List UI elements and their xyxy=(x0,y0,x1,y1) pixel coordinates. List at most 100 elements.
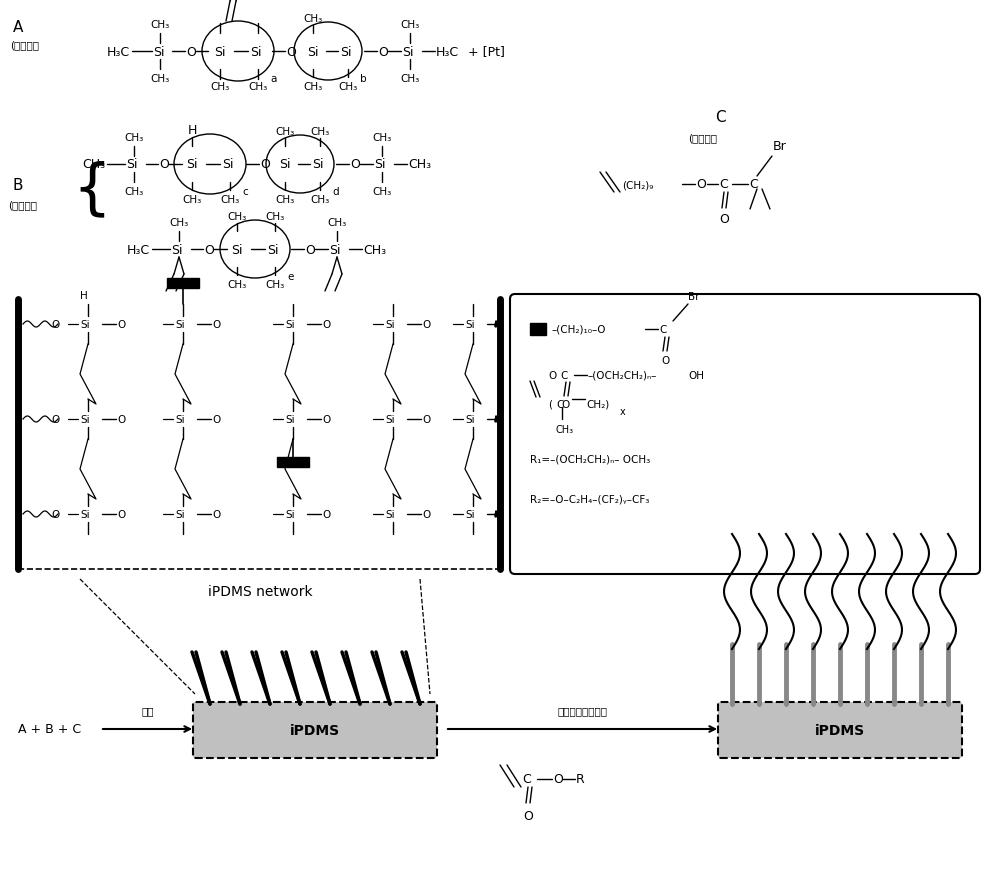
Text: Si: Si xyxy=(250,45,262,58)
Text: O: O xyxy=(212,320,220,329)
Text: O: O xyxy=(719,213,729,226)
Text: CH₃: CH₃ xyxy=(372,187,392,196)
Text: CH₃: CH₃ xyxy=(227,280,247,289)
Text: C: C xyxy=(556,400,563,409)
Text: CH₃: CH₃ xyxy=(310,127,330,136)
Text: C: C xyxy=(560,370,567,381)
Bar xyxy=(530,323,546,335)
Text: B: B xyxy=(13,177,23,192)
Text: CH₃: CH₃ xyxy=(275,127,295,136)
Text: CH₃: CH₃ xyxy=(124,187,144,196)
Text: Si: Si xyxy=(175,509,185,520)
Text: O: O xyxy=(523,809,533,822)
Text: (: ( xyxy=(548,400,552,409)
FancyBboxPatch shape xyxy=(193,702,437,758)
Text: A + B + C: A + B + C xyxy=(18,723,81,736)
Text: Si: Si xyxy=(329,243,341,256)
Text: Si: Si xyxy=(385,509,395,520)
Text: R₂=–O–C₂H₄–(CF₂)ᵧ–CF₃: R₂=–O–C₂H₄–(CF₂)ᵧ–CF₃ xyxy=(530,494,649,504)
Text: CH₃: CH₃ xyxy=(400,74,420,84)
Text: O: O xyxy=(212,509,220,520)
Text: O: O xyxy=(305,243,315,256)
Text: Si: Si xyxy=(465,509,475,520)
Text: O: O xyxy=(52,509,60,520)
Text: {: { xyxy=(73,160,111,219)
Text: Si: Si xyxy=(153,45,165,58)
Text: CH₂): CH₂) xyxy=(586,400,609,409)
Text: CH₃: CH₃ xyxy=(210,82,230,92)
Text: O: O xyxy=(553,773,563,786)
Text: CH₃: CH₃ xyxy=(248,82,268,92)
Text: Si: Si xyxy=(126,158,138,171)
Text: (引发剂）: (引发剂） xyxy=(688,133,717,143)
Text: d: d xyxy=(332,187,339,196)
Text: Si: Si xyxy=(171,243,183,256)
Text: Si: Si xyxy=(402,45,414,58)
Text: Si: Si xyxy=(385,415,395,425)
Text: H₃C: H₃C xyxy=(107,45,130,58)
Text: CH₃: CH₃ xyxy=(82,158,105,171)
Text: CH₃: CH₃ xyxy=(227,212,247,222)
Text: Si: Si xyxy=(80,320,90,329)
Text: Si: Si xyxy=(267,243,279,256)
Bar xyxy=(277,457,309,468)
Text: O: O xyxy=(322,415,330,425)
Text: O: O xyxy=(117,320,125,329)
Text: Si: Si xyxy=(385,320,395,329)
Text: (CH₂)₉: (CH₂)₉ xyxy=(622,180,653,189)
Text: O: O xyxy=(548,370,556,381)
Text: (交联剂）: (交联剂） xyxy=(8,200,37,209)
Text: H₃C: H₃C xyxy=(436,45,459,58)
Text: A: A xyxy=(13,21,23,36)
Text: Si: Si xyxy=(374,158,386,171)
Text: O: O xyxy=(286,45,296,58)
Text: Si: Si xyxy=(222,158,234,171)
Text: O: O xyxy=(186,45,196,58)
Text: CH₃: CH₃ xyxy=(275,195,295,205)
Text: O: O xyxy=(159,158,169,171)
Text: O: O xyxy=(350,158,360,171)
Text: C: C xyxy=(715,110,725,125)
Text: x: x xyxy=(620,407,626,416)
Text: O: O xyxy=(52,415,60,425)
Text: CH₃: CH₃ xyxy=(150,74,170,84)
Text: O: O xyxy=(422,415,430,425)
Text: H₃C: H₃C xyxy=(127,243,150,256)
Text: Si: Si xyxy=(312,158,324,171)
Text: CH₃: CH₃ xyxy=(220,195,240,205)
Text: O: O xyxy=(696,178,706,191)
Text: CH₃: CH₃ xyxy=(182,195,202,205)
Text: CH₃: CH₃ xyxy=(400,20,420,30)
Text: –(CH₂)₁₀–O: –(CH₂)₁₀–O xyxy=(552,325,606,335)
Text: Si: Si xyxy=(307,45,319,58)
Text: e: e xyxy=(287,272,293,282)
Text: O: O xyxy=(204,243,214,256)
Text: CH₃: CH₃ xyxy=(408,158,431,171)
Text: 交联: 交联 xyxy=(142,705,154,715)
Text: O: O xyxy=(378,45,388,58)
Bar xyxy=(167,279,199,289)
Text: O: O xyxy=(422,320,430,329)
Text: O: O xyxy=(212,415,220,425)
Text: CH₃: CH₃ xyxy=(150,20,170,30)
Text: Br: Br xyxy=(773,140,787,153)
Text: CH₃: CH₃ xyxy=(265,280,285,289)
Text: C: C xyxy=(659,325,666,335)
Text: CH₃: CH₃ xyxy=(327,218,347,228)
Text: CH₃: CH₃ xyxy=(124,133,144,143)
Text: iPDMS: iPDMS xyxy=(290,723,340,737)
Text: Br: Br xyxy=(688,292,700,302)
Text: H: H xyxy=(187,124,197,136)
Text: Si: Si xyxy=(279,158,291,171)
Text: CH₃: CH₃ xyxy=(265,212,285,222)
FancyBboxPatch shape xyxy=(510,295,980,574)
FancyBboxPatch shape xyxy=(718,702,962,758)
Text: Si: Si xyxy=(285,415,295,425)
Text: a: a xyxy=(270,74,276,84)
Text: CH₃: CH₃ xyxy=(372,133,392,143)
Text: CH₃: CH₃ xyxy=(338,82,358,92)
Text: Si: Si xyxy=(80,415,90,425)
Text: + [Pt]: + [Pt] xyxy=(468,45,505,58)
Text: H: H xyxy=(80,290,88,301)
Text: Si: Si xyxy=(231,243,243,256)
